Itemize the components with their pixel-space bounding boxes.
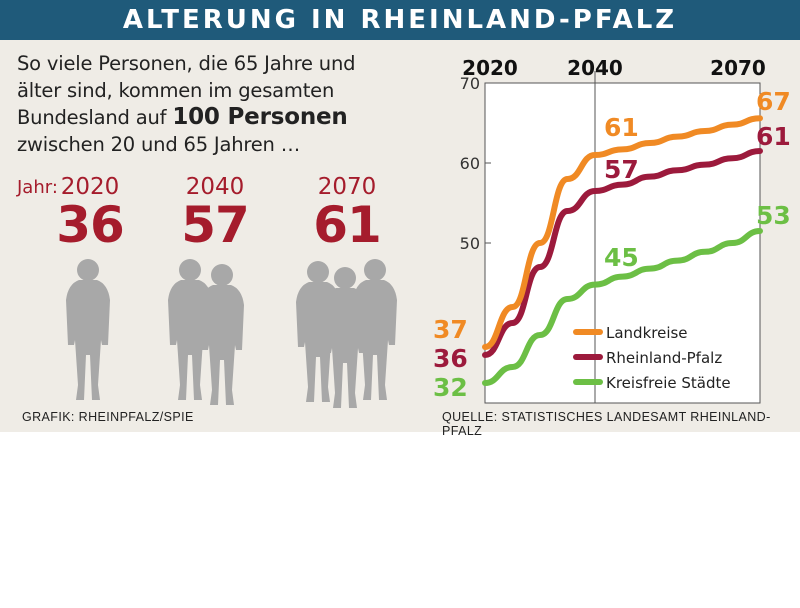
data-label: 32	[433, 373, 468, 402]
x-tick-label: 2070	[710, 56, 766, 80]
year-label-2040: 2040	[185, 174, 245, 200]
intro-line-1: So viele Personen, die 65 Jahre und	[17, 52, 356, 75]
legend-label: Kreisfreie Städte	[606, 374, 731, 392]
data-label: 45	[604, 243, 639, 272]
year-label-2070: 2070	[317, 174, 377, 200]
legend-label: Rheinland-Pfalz	[606, 349, 722, 367]
x-tick-label: 2040	[567, 56, 623, 80]
page-title: ALTERUNG IN RHEINLAND-PFALZ	[122, 5, 678, 35]
intro-line-3-text: Bundesland auf	[17, 106, 173, 129]
data-label: 67	[756, 87, 791, 116]
data-label: 61	[756, 122, 791, 151]
data-label: 57	[604, 155, 639, 184]
credit-source: QUELLE: STATISTISCHES LANDESAMT RHEINLAN…	[442, 410, 771, 438]
plot-area	[484, 82, 761, 404]
x-tick-label: 2020	[462, 56, 518, 80]
y-tick-label: 50	[460, 234, 480, 253]
legend-label: Landkreise	[606, 324, 688, 342]
y-tick-label: 60	[460, 154, 480, 173]
ratio-value-2070: 61	[313, 196, 382, 254]
series-line-rheinland-pfalz	[482, 148, 763, 358]
y-tick-label: 70	[460, 74, 480, 93]
data-label: 36	[433, 344, 468, 373]
series-line-kreisfreie-st-dte	[482, 228, 763, 386]
year-label-2020: 2020	[60, 174, 120, 200]
data-label: 53	[756, 201, 791, 230]
title-bar: ALTERUNG IN RHEINLAND-PFALZ	[0, 0, 800, 40]
year-prefix: Jahr:	[17, 177, 58, 198]
intro-line-2: älter sind, kommen im gesamten	[17, 79, 335, 102]
intro-emphasis: 100 Personen	[172, 104, 348, 130]
intro-line-3: Bundesland auf 100 Personen	[17, 104, 417, 131]
data-label: 61	[604, 113, 639, 142]
intro-line-4: zwischen 20 und 65 Jahren …	[17, 133, 301, 156]
data-label: 37	[433, 315, 468, 344]
series-line-landkreise	[482, 115, 763, 350]
intro-text: So viele Personen, die 65 Jahre und älte…	[17, 50, 417, 158]
ratio-value-2020: 36	[56, 196, 125, 254]
credit-graphic: GRAFIK: RHEINPFALZ/SPIE	[22, 410, 194, 424]
ratio-value-2040: 57	[181, 196, 250, 254]
